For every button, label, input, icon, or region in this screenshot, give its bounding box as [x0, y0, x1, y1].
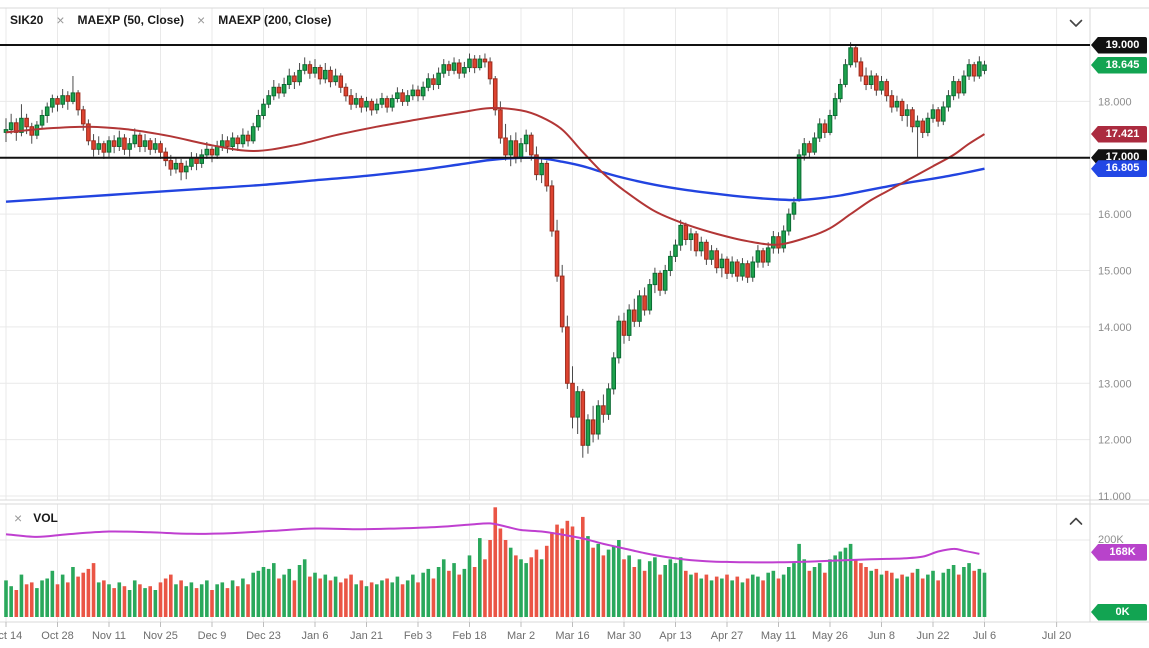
volume-panel-legend: × VOL	[14, 511, 58, 525]
svg-text:11.000: 11.000	[1098, 491, 1131, 503]
svg-text:16.000: 16.000	[1098, 209, 1132, 221]
symbol-label: SIK20	[10, 13, 44, 27]
collapse-main-panel-button[interactable]	[1062, 12, 1090, 34]
volume-label: VOL	[33, 511, 58, 525]
svg-text:14.000: 14.000	[1098, 322, 1132, 334]
ma50-value-badge: 17.421	[1091, 125, 1147, 143]
ma200-line	[5, 156, 985, 203]
remove-volume-button[interactable]: ×	[14, 510, 23, 526]
svg-text:Dec 23: Dec 23	[246, 630, 281, 642]
panel-borders	[0, 7, 1149, 623]
svg-text:Apr 13: Apr 13	[659, 630, 691, 642]
axis-labels: 18.000 16.000 15.000 14.000 13.000 12.000 11.0…	[0, 96, 1132, 642]
collapse-volume-panel-button[interactable]	[1062, 510, 1090, 532]
svg-text:Jan 21: Jan 21	[350, 630, 383, 642]
svg-text:Mar 30: Mar 30	[607, 630, 641, 642]
ma50-line	[5, 107, 986, 246]
hline-19-badge: 19.000	[1091, 36, 1147, 54]
svg-text:200K: 200K	[1098, 534, 1124, 546]
svg-text:15.000: 15.000	[1098, 266, 1132, 278]
volume-ma-line	[5, 522, 980, 564]
ma200-value-badge: 16.805	[1091, 160, 1147, 178]
volume-bars-layer	[4, 507, 987, 618]
svg-text:Mar 2: Mar 2	[507, 630, 535, 642]
candles-layer	[3, 42, 987, 458]
svg-text:Nov 25: Nov 25	[143, 630, 178, 642]
remove-ma50-button[interactable]: ×	[56, 12, 65, 28]
svg-text:Oct 14: Oct 14	[0, 630, 22, 642]
svg-text:Jul 6: Jul 6	[973, 630, 996, 642]
svg-text:Jul 20: Jul 20	[1042, 630, 1071, 642]
indicator-lines	[5, 107, 986, 564]
svg-text:Dec 9: Dec 9	[198, 630, 227, 642]
svg-text:Jun 22: Jun 22	[916, 630, 949, 642]
last-volume-badge: 0K	[1091, 603, 1147, 621]
chevron-up-icon	[1069, 517, 1083, 525]
svg-text:13.000: 13.000	[1098, 378, 1132, 390]
svg-text:Nov 11: Nov 11	[92, 630, 126, 642]
svg-text:18.000: 18.000	[1098, 96, 1132, 108]
svg-text:Apr 27: Apr 27	[711, 630, 743, 642]
remove-ma200-button[interactable]: ×	[197, 12, 206, 28]
main-panel-legend: SIK20 × MAEXP (50, Close) × MAEXP (200, …	[10, 13, 331, 27]
svg-text:Feb 3: Feb 3	[404, 630, 432, 642]
last-price-badge: 18.645	[1091, 56, 1147, 74]
vol-ma-badge: 168K	[1091, 543, 1147, 561]
svg-text:May 26: May 26	[812, 630, 848, 642]
svg-text:Mar 16: Mar 16	[555, 630, 589, 642]
gridlines	[0, 8, 1090, 622]
svg-text:Oct 28: Oct 28	[41, 630, 73, 642]
svg-text:Jan 6: Jan 6	[302, 630, 329, 642]
ma50-label: MAEXP (50, Close)	[77, 13, 185, 27]
svg-text:12.000: 12.000	[1098, 435, 1132, 447]
svg-text:Feb 18: Feb 18	[452, 630, 486, 642]
svg-text:May 11: May 11	[761, 630, 796, 642]
chevron-down-icon	[1069, 19, 1083, 27]
horizontal-price-lines	[0, 44, 1090, 159]
ma200-label: MAEXP (200, Close)	[218, 13, 332, 27]
svg-text:Jun 8: Jun 8	[868, 630, 895, 642]
